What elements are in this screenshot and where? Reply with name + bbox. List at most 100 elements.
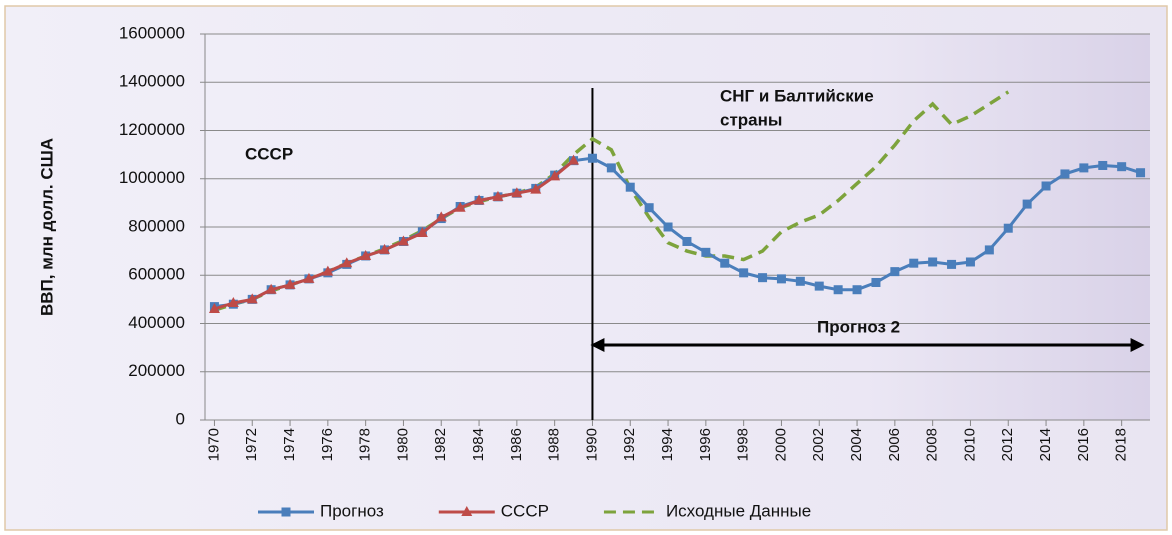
data-point	[208, 303, 220, 314]
data-point	[227, 296, 239, 307]
data-point	[461, 506, 473, 516]
data-point	[511, 187, 523, 198]
data-point	[284, 278, 296, 289]
x-tick-label: 1990	[583, 428, 600, 461]
data-point	[1117, 162, 1127, 172]
y-tick-label: 0	[176, 409, 185, 428]
data-point	[852, 285, 862, 295]
x-tick-label: 2016	[1075, 428, 1092, 461]
x-tick-label: 1992	[621, 428, 638, 461]
legend-label: Исходные Данные	[666, 501, 811, 520]
data-point	[965, 257, 975, 267]
y-axis-label: ВВП, млн долл. США	[37, 138, 56, 316]
data-point	[341, 257, 353, 268]
y-tick-label: 1600000	[119, 23, 185, 42]
x-tick-label: 2012	[999, 428, 1016, 461]
data-point	[814, 281, 824, 291]
annotation: СССР	[245, 144, 293, 163]
annotation: страны	[720, 110, 782, 129]
data-point	[833, 285, 843, 295]
x-tick-label: 2008	[924, 428, 941, 461]
data-point	[1079, 163, 1089, 173]
data-point	[871, 277, 881, 287]
y-tick-label: 1000000	[119, 168, 185, 187]
data-point	[549, 170, 561, 181]
x-tick-label: 2018	[1113, 428, 1130, 461]
data-point	[909, 258, 919, 268]
x-tick-label: 2006	[886, 428, 903, 461]
annotation: Прогноз 2	[817, 317, 900, 336]
data-point	[379, 243, 391, 254]
data-point	[246, 293, 258, 304]
x-tick-label: 2000	[772, 428, 789, 461]
data-point	[360, 249, 372, 260]
x-tick-label: 2002	[810, 428, 827, 461]
x-tick-label: 2014	[1037, 428, 1054, 461]
data-point	[1003, 223, 1013, 233]
x-tick-label: 1986	[508, 428, 525, 461]
data-point	[890, 267, 900, 277]
x-tick-label: 1998	[735, 428, 752, 461]
annotation: СНГ и Балтийские	[720, 86, 874, 105]
x-tick-label: 1988	[546, 428, 563, 461]
data-point	[492, 190, 504, 201]
legend-item: Прогноз	[258, 501, 384, 520]
y-tick-label: 600000	[128, 265, 185, 284]
data-point	[397, 235, 409, 246]
data-point	[625, 182, 635, 192]
x-tick-label: 1972	[243, 428, 260, 461]
data-point	[1136, 168, 1146, 178]
x-tick-label: 1974	[281, 428, 298, 461]
data-point	[663, 222, 673, 232]
x-tick-label: 1976	[319, 428, 336, 461]
x-tick-label: 1978	[357, 428, 374, 461]
x-tick-label: 1984	[470, 428, 487, 461]
data-point	[795, 276, 805, 286]
data-point	[435, 211, 447, 222]
data-point	[568, 154, 580, 165]
y-tick-label: 1400000	[119, 72, 185, 91]
legend-label: СССР	[501, 501, 549, 520]
data-point	[1022, 199, 1032, 209]
x-tick-label: 2010	[961, 428, 978, 461]
data-point	[682, 236, 692, 246]
data-point	[587, 153, 597, 163]
data-point	[701, 247, 711, 257]
data-point	[739, 268, 749, 278]
x-tick-label: 1982	[432, 428, 449, 461]
data-point	[416, 227, 428, 238]
data-point	[776, 274, 786, 284]
y-tick-label: 400000	[128, 313, 185, 332]
data-point	[322, 265, 334, 276]
arrow-head	[590, 338, 605, 352]
data-point	[984, 245, 994, 255]
x-tick-label: 1970	[205, 428, 222, 461]
legend-item: СССР	[438, 501, 549, 520]
data-point	[606, 163, 616, 173]
data-point	[473, 194, 485, 205]
data-point	[947, 259, 957, 269]
legend-item: Исходные Данные	[603, 501, 811, 520]
data-point	[758, 273, 768, 283]
legend-label: Прогноз	[320, 501, 384, 520]
y-tick-label: 800000	[128, 216, 185, 235]
y-tick-label: 1200000	[119, 120, 185, 139]
data-point	[530, 183, 542, 194]
data-point	[928, 257, 938, 267]
data-point	[454, 201, 466, 212]
arrow-head	[1130, 338, 1145, 352]
data-point	[1098, 160, 1108, 170]
data-point	[265, 283, 277, 294]
data-point	[281, 507, 291, 517]
data-point	[644, 203, 654, 213]
x-tick-label: 1980	[394, 428, 411, 461]
data-point	[720, 258, 730, 268]
y-tick-label: 200000	[128, 361, 185, 380]
data-point	[1060, 169, 1070, 179]
x-tick-label: 1994	[659, 428, 676, 461]
x-tick-label: 1996	[697, 428, 714, 461]
data-point	[303, 272, 315, 283]
x-tick-label: 2004	[848, 428, 865, 461]
